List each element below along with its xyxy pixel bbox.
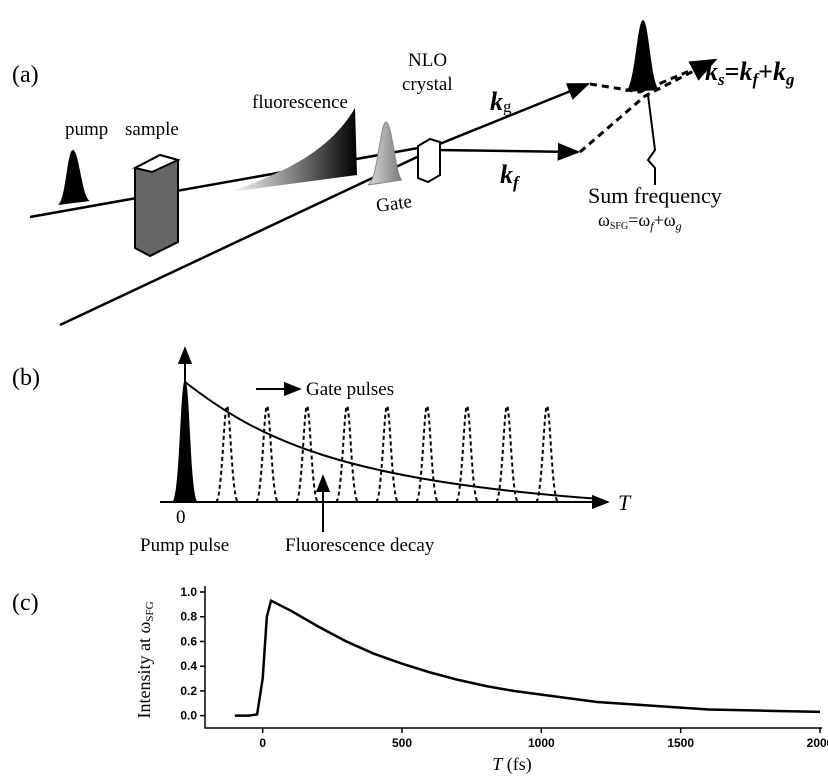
gate-pulse bbox=[335, 404, 359, 503]
label: crystal bbox=[402, 74, 453, 95]
x-tick-label: 500 bbox=[392, 736, 412, 750]
pump-pulse bbox=[172, 380, 198, 502]
gate-pulse bbox=[455, 404, 479, 503]
gate-pulse bbox=[415, 404, 439, 503]
fluorescence-pulse bbox=[230, 108, 357, 192]
y-axis-label: Intensity at ωSFG bbox=[134, 601, 156, 718]
kg: kg bbox=[490, 87, 512, 116]
gate-pulse bbox=[495, 404, 519, 503]
gate-pulse bbox=[215, 404, 239, 503]
label: 0 bbox=[176, 507, 186, 528]
sfg-equation: ωSFG=ωf+ωg bbox=[598, 210, 682, 233]
gate-pulse bbox=[375, 404, 399, 503]
x-tick-label: 2000 bbox=[807, 736, 828, 750]
label: Fluorescence decay bbox=[285, 535, 435, 556]
x-axis-label: T (fs) bbox=[492, 754, 532, 775]
nlo-crystal bbox=[417, 137, 441, 184]
panel-label: (a) bbox=[12, 62, 39, 88]
x-tick-label: 1500 bbox=[667, 736, 694, 750]
gate-pulse bbox=[367, 121, 403, 186]
label: Sum frequency bbox=[588, 183, 722, 208]
panel-a-drawing bbox=[29, 58, 718, 327]
y-tick-label: 1.0 bbox=[180, 585, 197, 599]
sfg-pulse bbox=[625, 20, 660, 92]
ks-equation: ks=kf+kg bbox=[705, 57, 795, 89]
label: NLO bbox=[408, 50, 447, 71]
y-tick-label: 0.8 bbox=[180, 610, 197, 624]
pump-pulse bbox=[58, 150, 90, 205]
gate-pulse bbox=[255, 404, 279, 503]
label: pump bbox=[65, 119, 108, 140]
panel-label: (c) bbox=[12, 590, 39, 616]
panel-b-drawing bbox=[160, 346, 610, 532]
label: fluorescence bbox=[252, 92, 348, 113]
axes-frame bbox=[204, 586, 822, 729]
sample-top bbox=[132, 153, 181, 174]
y-tick-label: 0.6 bbox=[180, 634, 197, 648]
data-line bbox=[234, 598, 821, 717]
label: sample bbox=[125, 119, 179, 140]
x-tick-label: 0 bbox=[259, 736, 266, 750]
gate-pulse bbox=[535, 404, 559, 503]
y-tick-label: 0.2 bbox=[180, 684, 197, 698]
kf: kf bbox=[500, 160, 521, 192]
gate-pulse bbox=[295, 404, 319, 503]
y-tick-label: 0.4 bbox=[180, 659, 197, 673]
panel-label: (b) bbox=[12, 365, 40, 391]
axis-label: T bbox=[618, 490, 632, 515]
y-tick-label: 0.0 bbox=[180, 709, 197, 723]
x-tick-label: 1000 bbox=[528, 736, 555, 750]
label: Pump pulse bbox=[140, 535, 229, 556]
label: Gate bbox=[375, 191, 413, 217]
label: Gate pulses bbox=[306, 379, 394, 400]
